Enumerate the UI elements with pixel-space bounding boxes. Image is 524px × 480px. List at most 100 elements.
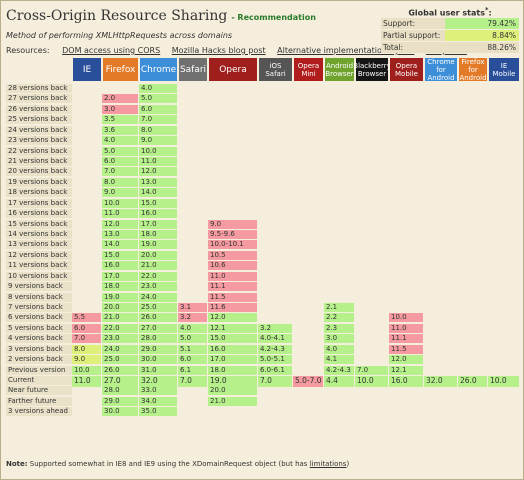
version-cell: 31.0: [139, 365, 178, 375]
version-cell: 12.0: [102, 219, 139, 229]
row-label: 6 versions back: [6, 313, 72, 323]
version-cell: 18.0: [139, 230, 178, 240]
version-cell: 4.2-4.3: [324, 365, 355, 375]
stat-partial: Partial support: 8.84%: [381, 30, 519, 41]
stat-label-total: Total:: [381, 42, 445, 53]
version-cell: 16.0: [208, 344, 258, 354]
version-cell: 7.0: [102, 167, 139, 177]
version-cell: 3.0: [102, 104, 139, 114]
version-cell: 11.1: [389, 334, 424, 344]
resource-link-mozilla-hacks[interactable]: Mozilla Hacks blog post: [171, 46, 266, 55]
version-cell: 3.2: [258, 323, 293, 333]
version-cell: 5.5: [72, 313, 102, 323]
version-cell: 12.1: [389, 365, 424, 375]
row-label: 15 versions back: [6, 219, 72, 229]
version-cell: 6.0: [102, 157, 139, 166]
version-cell: 26.0: [458, 376, 488, 388]
version-cell: 11.5: [389, 344, 424, 354]
page-title: Cross-Origin Resource Sharing - Recommend…: [6, 8, 316, 24]
row-label: 8 versions back: [6, 292, 72, 302]
row-label: 14 versions back: [6, 230, 72, 240]
version-cell: 18.0: [102, 282, 139, 292]
row-label: 27 versions back: [6, 94, 72, 104]
version-cell: 20.0: [208, 386, 258, 396]
browser-header-android: Android Browser: [324, 57, 355, 82]
version-cell: 5.0: [102, 146, 139, 156]
version-cell: 22.0: [139, 271, 178, 281]
browser-header-firefox_android: Firefox for Android: [458, 57, 488, 82]
row-label: 9 versions back: [6, 282, 72, 292]
version-cell: 8.0: [139, 125, 178, 135]
row-label: 23 versions back: [6, 136, 72, 146]
row-label: 2 versions back: [6, 355, 72, 365]
version-cell: 8.0: [102, 177, 139, 187]
version-cell: 4.0: [178, 323, 208, 333]
version-cell: 5.0: [139, 94, 178, 104]
version-cell: 10.5: [208, 250, 258, 260]
version-cell: 17.0: [139, 219, 178, 229]
browser-header-ios: iOS Safari: [258, 57, 293, 82]
version-cell: 20.0: [139, 250, 178, 260]
version-cell: 9.0: [102, 188, 139, 198]
version-cell: 19.0: [102, 292, 139, 302]
version-cell: 12.0: [208, 313, 258, 323]
resource-link-dom-access[interactable]: DOM access using CORS: [62, 46, 161, 55]
version-cell: 4.0: [102, 136, 139, 146]
version-cell: 25.0: [139, 303, 178, 313]
stat-label-partial: Partial support:: [381, 30, 445, 41]
row-label: 24 versions back: [6, 125, 72, 135]
version-cell: 29.0: [139, 344, 178, 354]
browser-header-opera_mini: Opera Mini: [293, 57, 324, 82]
browser-header-chrome: Chrome: [139, 57, 178, 82]
version-cell: 15.0: [139, 198, 178, 208]
version-cell: 14.0: [139, 188, 178, 198]
version-cell: 29.0: [102, 396, 139, 406]
stat-total: Total: 88.26%: [381, 42, 519, 53]
version-cell: 22.0: [102, 323, 139, 333]
stat-value-total: 88.26%: [445, 42, 519, 53]
version-cell: 7.0: [139, 115, 178, 125]
version-cell: 14.0: [102, 240, 139, 250]
version-cell: 26.0: [102, 365, 139, 375]
version-cell: 5.0: [178, 334, 208, 344]
browser-header-ie: IE: [72, 57, 102, 82]
version-cell: 9.5-9.6: [208, 230, 258, 240]
row-label: 19 versions back: [6, 177, 72, 187]
version-cell: 15.0: [102, 250, 139, 260]
global-user-stats: Global user stats*: Support: 79.42% Part…: [381, 4, 519, 53]
browser-header-chrome_android: Chrome for Android: [424, 57, 458, 82]
version-cell: 4.2-4.3: [258, 344, 293, 354]
version-cell: 7.0: [72, 334, 102, 344]
limitations-link[interactable]: limitations: [309, 460, 347, 468]
version-cell: 10.0: [102, 198, 139, 208]
version-cell: 11.0: [102, 209, 139, 219]
stats-title: Global user stats*:: [408, 6, 492, 18]
status-label: - Recommendation: [231, 13, 316, 22]
version-cell: 24.0: [102, 344, 139, 354]
version-cell: 15.0: [208, 334, 258, 344]
browser-header-safari: Safari: [178, 57, 208, 82]
note-end: ): [346, 460, 350, 468]
version-cell: 10.0: [488, 376, 520, 388]
stat-label-support: Support:: [381, 18, 445, 29]
footnote: Note: Supported somewhat in IE8 and IE9 …: [6, 460, 349, 468]
resource-link-alt-ie8[interactable]: Alternative implementation by IE8: [277, 46, 415, 55]
version-cell: 26.0: [139, 313, 178, 323]
version-cell: 13.0: [102, 230, 139, 240]
version-cell: 11.0: [139, 157, 178, 166]
version-cell: 21.0: [102, 313, 139, 323]
row-label: 4 versions back: [6, 334, 72, 344]
row-label: 20 versions back: [6, 167, 72, 177]
version-cell: 4.0: [139, 84, 178, 93]
row-label: 7 versions back: [6, 303, 72, 313]
version-cell: 2.2: [324, 313, 355, 323]
version-cell: 18.0: [208, 365, 258, 375]
version-cell: 12.0: [389, 355, 424, 365]
row-label: 17 versions back: [6, 198, 72, 208]
version-cell: 5.1: [178, 344, 208, 354]
version-cell: 9.0: [139, 136, 178, 146]
row-label: 3 versions back: [6, 344, 72, 354]
version-cell: 11.0: [208, 271, 258, 281]
version-cell: 3.6: [102, 125, 139, 135]
version-cell: 34.0: [139, 396, 178, 406]
